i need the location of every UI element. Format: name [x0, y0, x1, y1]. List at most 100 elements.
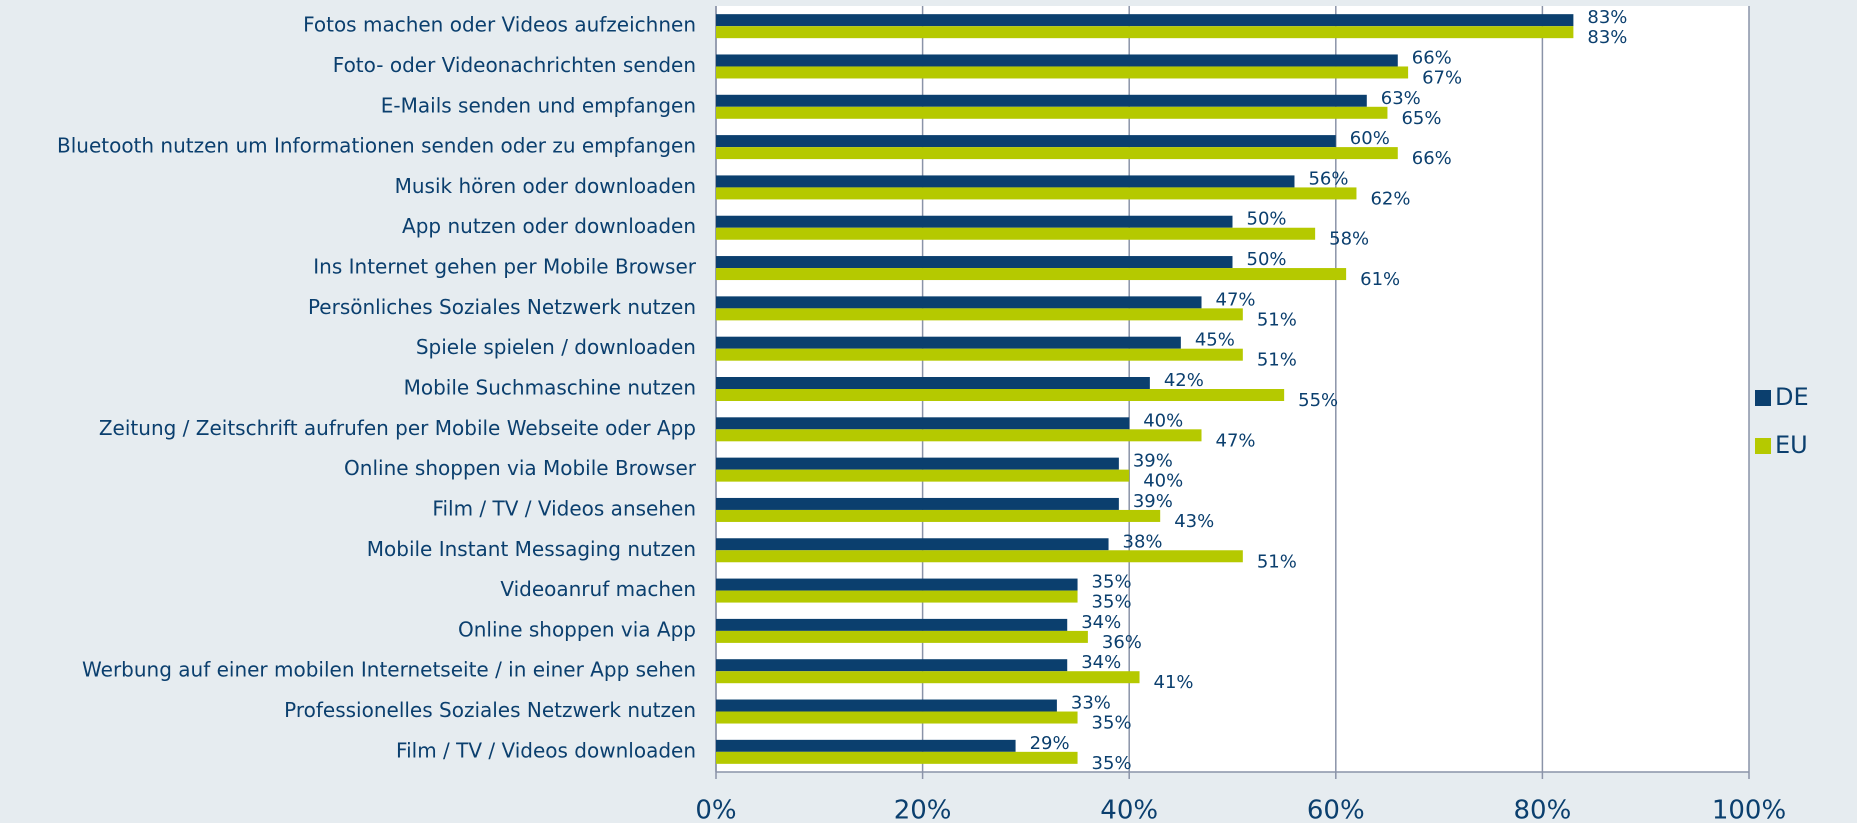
data-label: 50% — [1247, 249, 1287, 270]
bar — [716, 671, 1140, 684]
bar — [716, 348, 1243, 361]
bar — [716, 94, 1367, 107]
data-label: 35% — [1092, 572, 1132, 593]
y-tick-label: Werbung auf einer mobilen Internetseite … — [82, 658, 696, 682]
bar — [716, 429, 1202, 442]
bar — [716, 578, 1078, 591]
data-label: 34% — [1081, 612, 1121, 633]
data-label: 39% — [1133, 491, 1173, 512]
bar — [716, 497, 1119, 510]
data-label: 51% — [1257, 551, 1297, 572]
bar — [716, 135, 1336, 148]
y-tick-label: Film / TV / Videos ansehen — [432, 496, 696, 520]
y-tick-label: Fotos machen oder Videos aufzeichnen — [303, 13, 696, 37]
x-tick-label: 80% — [1514, 796, 1572, 823]
y-tick-label: Film / TV / Videos downloaden — [396, 738, 696, 762]
y-tick-label: Videoanruf machen — [500, 577, 696, 601]
bar — [716, 699, 1057, 712]
data-label: 63% — [1381, 88, 1421, 109]
legend-label: DE — [1775, 383, 1809, 411]
legend-swatch — [1755, 438, 1771, 454]
y-tick-label: Spiele spielen / downloaden — [416, 335, 696, 359]
data-label: 41% — [1154, 672, 1194, 693]
data-label: 61% — [1360, 269, 1400, 290]
y-tick-label: Mobile Instant Messaging nutzen — [367, 537, 696, 561]
y-tick-label: Foto- oder Videonachrichten senden — [333, 53, 696, 77]
bar — [716, 26, 1574, 39]
bar — [716, 509, 1161, 522]
bar — [716, 538, 1109, 551]
bar — [716, 618, 1068, 631]
bar — [716, 389, 1285, 401]
data-label: 38% — [1123, 531, 1163, 552]
bar — [716, 417, 1130, 430]
x-tick-label: 0% — [695, 796, 736, 823]
x-tick-label: 40% — [1100, 796, 1158, 823]
bar — [716, 711, 1078, 724]
data-label: 29% — [1030, 733, 1070, 754]
data-label: 62% — [1370, 188, 1410, 209]
data-label: 83% — [1587, 27, 1627, 48]
bar — [716, 308, 1243, 321]
data-label: 66% — [1412, 47, 1452, 68]
bar — [716, 187, 1357, 200]
y-tick-label: Zeitung / Zeitschrift aufrufen per Mobil… — [99, 416, 696, 440]
data-label: 47% — [1216, 430, 1256, 451]
bar — [716, 469, 1130, 482]
bar — [716, 377, 1150, 389]
y-tick-label: Mobile Suchmaschine nutzen — [404, 376, 696, 400]
data-label: 83% — [1587, 7, 1627, 28]
data-label: 67% — [1422, 67, 1462, 88]
data-label: 40% — [1143, 471, 1183, 492]
data-label: 56% — [1308, 168, 1348, 189]
data-label: 60% — [1350, 128, 1390, 149]
x-tick-label: 60% — [1307, 796, 1365, 823]
data-label: 35% — [1092, 753, 1132, 774]
data-label: 34% — [1081, 652, 1121, 673]
data-label: 35% — [1092, 713, 1132, 734]
data-label: 39% — [1133, 451, 1173, 472]
data-label: 66% — [1412, 148, 1452, 169]
bar — [716, 739, 1016, 752]
data-label: 33% — [1071, 693, 1111, 714]
data-label: 40% — [1143, 410, 1183, 431]
data-label: 42% — [1164, 370, 1204, 391]
data-label: 47% — [1216, 289, 1256, 310]
y-tick-label: Professionelles Soziales Netzwerk nutzen — [284, 698, 696, 722]
data-label: 55% — [1298, 390, 1338, 411]
y-tick-label: Online shoppen via App — [458, 617, 696, 641]
bar — [716, 54, 1398, 67]
bar — [716, 751, 1078, 764]
bar — [716, 659, 1068, 672]
x-tick-label: 20% — [894, 796, 952, 823]
bar — [716, 106, 1388, 119]
bar — [716, 296, 1202, 309]
bar — [716, 268, 1347, 281]
legend-swatch — [1755, 390, 1771, 406]
bar — [716, 147, 1398, 160]
data-label: 51% — [1257, 309, 1297, 330]
data-label: 51% — [1257, 350, 1297, 371]
bar — [716, 14, 1574, 27]
data-label: 65% — [1401, 108, 1441, 129]
y-tick-label: Bluetooth nutzen um Informationen senden… — [57, 134, 696, 158]
x-tick-label: 100% — [1712, 796, 1786, 823]
bar — [716, 66, 1409, 79]
y-tick-label: E-Mails senden und empfangen — [381, 93, 696, 117]
data-label: 36% — [1102, 632, 1142, 653]
bar — [716, 256, 1233, 269]
y-tick-label: Persönliches Soziales Netzwerk nutzen — [308, 295, 696, 319]
y-tick-label: Ins Internet gehen per Mobile Browser — [313, 255, 697, 279]
bar — [716, 175, 1295, 188]
data-label: 43% — [1174, 511, 1214, 532]
bar — [716, 336, 1181, 349]
bar — [716, 457, 1119, 470]
data-label: 35% — [1092, 592, 1132, 613]
y-tick-label: Musik hören oder downloaden — [395, 174, 696, 198]
data-label: 58% — [1329, 229, 1369, 250]
bar — [716, 630, 1088, 643]
y-tick-label: App nutzen oder downloaden — [402, 214, 696, 238]
legend-label: EU — [1775, 431, 1808, 459]
bar — [716, 550, 1243, 563]
